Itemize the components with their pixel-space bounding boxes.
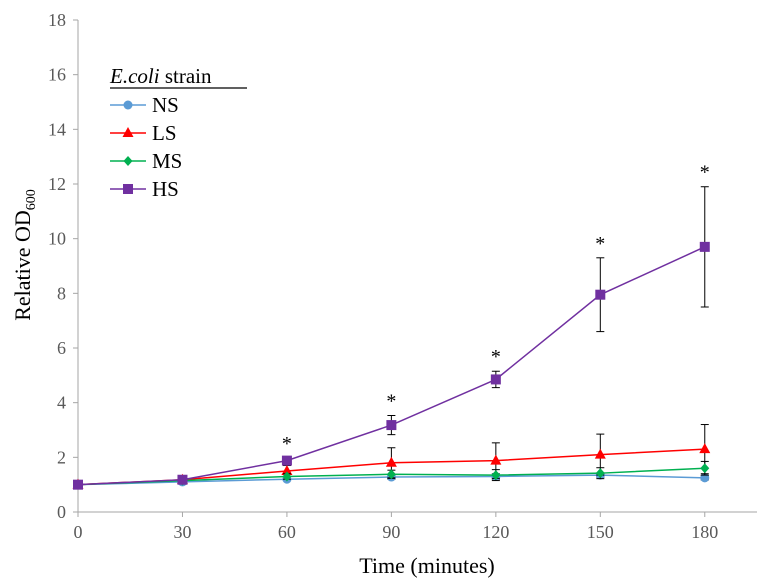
data-point-ls [281, 465, 293, 475]
significance-star: * [491, 346, 501, 368]
data-point-hs [699, 241, 710, 252]
y-tick-label: 10 [48, 229, 66, 249]
x-tick-label: 180 [691, 522, 718, 542]
data-point-ms [386, 469, 396, 480]
y-tick-label: 16 [48, 65, 66, 85]
data-point-hs [73, 479, 83, 490]
data-point-ls [490, 454, 502, 465]
data-point-ls [385, 456, 397, 467]
y-axis-title-main: Relative OD [10, 210, 35, 321]
legend-item-ls: LS [110, 121, 177, 145]
data-point-ls [594, 448, 606, 459]
legend-label-ms: MS [152, 149, 182, 173]
legend-label-ns: NS [152, 93, 179, 117]
data-point-hs [490, 374, 501, 385]
y-tick-label: 18 [48, 10, 66, 30]
x-tick-label: 60 [278, 522, 296, 542]
x-tick-label: 90 [382, 522, 400, 542]
y-axis-title-subscript: 600 [24, 189, 39, 210]
significance-star: * [282, 433, 292, 455]
y-tick-label: 2 [57, 447, 66, 467]
y-tick-label: 6 [57, 338, 66, 358]
legend-title-italic: E.coli [109, 64, 160, 88]
y-tick-label: 0 [57, 502, 66, 522]
legend-title-rest: strain [160, 64, 212, 88]
data-point-hs [177, 474, 188, 485]
significance-star: * [386, 391, 396, 413]
legend-marker-ms [123, 156, 133, 166]
data-point-ms [700, 463, 710, 474]
y-tick-label: 14 [48, 119, 66, 139]
x-tick-label: 0 [74, 522, 83, 542]
legend-marker-ls [122, 127, 134, 137]
significance-annotations: * * * * * [282, 162, 710, 455]
series-layer [72, 186, 711, 490]
legend-title: E.coli strain [109, 64, 212, 88]
legend-item-ms: MS [110, 149, 182, 173]
significance-star: * [700, 162, 710, 184]
legend-label-ls: LS [152, 121, 177, 145]
y-tick-label: 12 [48, 174, 66, 194]
data-point-ls [699, 443, 711, 454]
x-axis-title: Time (minutes) [359, 553, 494, 578]
legend-item-ns: NS [110, 93, 179, 117]
legend-marker-hs [123, 184, 133, 194]
y-tick-label: 4 [57, 393, 66, 413]
data-point-ms [595, 468, 605, 479]
data-point-ms [491, 470, 501, 481]
legend-marker-ns [123, 100, 133, 110]
y-axis-title: Relative OD600 [10, 189, 39, 321]
legend-label-hs: HS [152, 177, 179, 201]
data-point-hs [386, 420, 397, 431]
legend-items: NS LS MS HS [110, 93, 182, 201]
legend-item-hs: HS [110, 177, 179, 201]
data-point-hs [595, 289, 606, 300]
significance-star: * [595, 233, 605, 255]
series-hs [73, 186, 710, 490]
y-tick-label: 8 [57, 283, 66, 303]
x-tick-label: 120 [482, 522, 509, 542]
x-tick-label: 30 [173, 522, 191, 542]
data-point-ms [282, 471, 292, 482]
data-point-hs [281, 455, 292, 466]
legend: E.coli strain NS LS MS HS [109, 64, 247, 201]
x-tick-label: 150 [587, 522, 614, 542]
